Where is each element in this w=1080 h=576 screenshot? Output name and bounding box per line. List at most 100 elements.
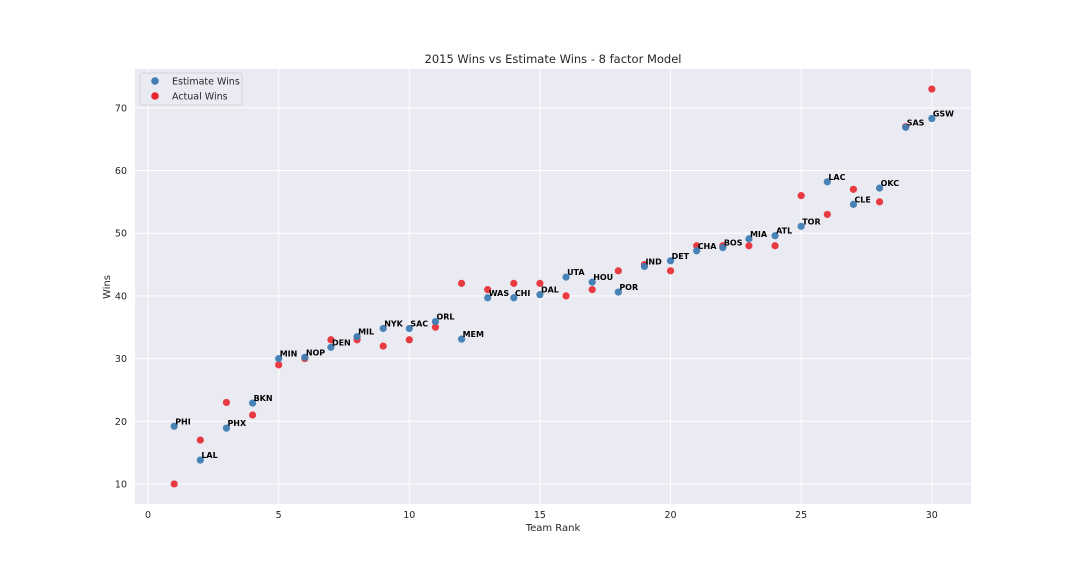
estimate-point <box>301 353 309 361</box>
team-label: CHI <box>515 289 531 298</box>
actual-point <box>510 279 518 287</box>
team-label: WAS <box>489 289 510 298</box>
legend-marker-actual <box>151 92 159 100</box>
estimate-point <box>484 294 492 302</box>
y-axis-label: Wins <box>102 275 113 299</box>
estimate-point <box>693 247 701 255</box>
x-tick-label: 0 <box>145 510 151 521</box>
team-label: SAC <box>410 319 428 328</box>
actual-point <box>196 436 204 444</box>
team-label: MIN <box>280 350 298 359</box>
estimate-point <box>275 354 283 363</box>
team-label: IND <box>645 257 662 266</box>
estimate-point <box>510 294 518 302</box>
actual-point <box>536 279 544 287</box>
estimate-point <box>379 324 387 333</box>
estimate-point <box>588 278 596 286</box>
team-label: HOU <box>593 273 613 282</box>
actual-point <box>849 185 858 193</box>
estimate-point <box>823 178 831 186</box>
team-label: ATL <box>776 227 792 236</box>
actual-point <box>248 411 257 419</box>
team-label: SAS <box>907 118 925 127</box>
actual-point <box>170 480 178 488</box>
legend-box <box>139 72 243 106</box>
team-label: LAL <box>201 451 217 460</box>
team-label: NYK <box>384 319 403 328</box>
team-label: MEM <box>463 330 484 339</box>
actual-point <box>484 286 492 294</box>
actual-point <box>457 279 466 287</box>
team-label: DET <box>672 252 690 261</box>
x-tick-label: 5 <box>276 510 282 521</box>
team-label: ORL <box>436 313 454 322</box>
estimate-point <box>719 244 727 252</box>
team-label: TOR <box>802 217 820 226</box>
team-label: UTA <box>567 268 585 277</box>
actual-point <box>823 210 831 219</box>
legend-label-actual: Actual Wins <box>172 92 228 103</box>
actual-point <box>928 85 936 93</box>
actual-point <box>588 286 596 294</box>
x-axis-label: Team Rank <box>525 523 581 534</box>
estimate-point <box>170 422 178 430</box>
x-tick-label: 30 <box>926 510 938 521</box>
estimate-point <box>222 424 231 432</box>
team-label: GSW <box>933 110 954 119</box>
y-tick-label: 70 <box>115 103 127 114</box>
x-tick-label: 15 <box>534 510 546 521</box>
actual-point <box>431 323 440 331</box>
team-label: MIL <box>358 328 374 337</box>
chart-title: 2015 Wins vs Estimate Wins - 8 factor Mo… <box>425 52 682 66</box>
estimate-point <box>405 324 413 333</box>
estimate-point <box>536 291 544 299</box>
actual-point <box>666 267 675 275</box>
team-label: BKN <box>254 394 273 403</box>
estimate-point <box>327 343 335 351</box>
y-tick-label: 10 <box>115 479 127 490</box>
actual-point <box>379 342 387 350</box>
y-tick-label: 50 <box>115 229 127 240</box>
grid-lines <box>135 69 971 504</box>
x-tick-label: 10 <box>403 510 415 521</box>
y-tick-label: 20 <box>115 417 127 428</box>
x-tick-label: 25 <box>795 510 807 521</box>
estimate-point <box>928 114 936 123</box>
team-labels: PHI LAL PHX BKN MIN NOP DEN MIL NYK SAC ORL MEM WAS C… <box>175 110 954 461</box>
estimate-point <box>849 200 858 208</box>
estimate-point <box>248 399 257 407</box>
team-label: POR <box>619 283 638 292</box>
y-tick-label: 30 <box>115 354 127 365</box>
team-label: LAC <box>828 173 845 182</box>
y-tick-labels: 10 20 30 40 50 60 70 <box>115 103 127 490</box>
plot-area <box>135 69 971 504</box>
x-tick-labels: 0 5 10 15 20 25 30 <box>145 510 938 521</box>
actual-point <box>222 398 231 407</box>
estimate-point <box>353 333 361 341</box>
team-label: PHI <box>175 417 191 426</box>
y-tick-label: 60 <box>115 166 127 177</box>
team-label: OKC <box>881 179 900 188</box>
y-tick-label: 40 <box>115 291 127 302</box>
actual-point <box>562 292 570 300</box>
estimate-point <box>875 184 884 192</box>
estimate-point <box>902 123 910 131</box>
actual-point <box>614 267 622 275</box>
estimate-wins-series <box>170 114 936 464</box>
actual-point <box>405 336 413 344</box>
actual-wins-series <box>170 85 936 488</box>
actual-point <box>693 242 701 250</box>
actual-point <box>875 198 884 206</box>
actual-point <box>797 192 805 200</box>
estimate-point <box>614 288 622 296</box>
legend: Estimate Wins Actual Wins <box>139 72 243 106</box>
team-label: DAL <box>541 286 559 295</box>
estimate-point <box>745 235 753 243</box>
actual-point <box>327 336 335 344</box>
team-label: NOP <box>306 348 325 357</box>
estimate-point <box>666 257 675 265</box>
actual-point <box>275 361 283 369</box>
team-label: PHX <box>227 419 247 428</box>
estimate-point <box>196 456 204 464</box>
